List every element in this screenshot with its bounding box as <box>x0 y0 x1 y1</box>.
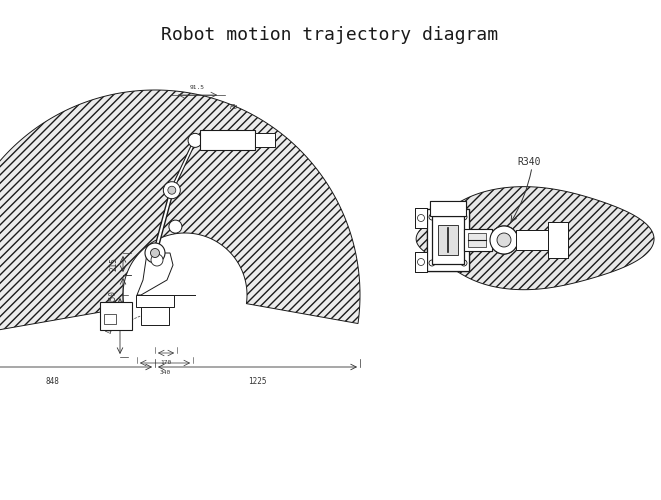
Bar <box>468 233 486 247</box>
Circle shape <box>418 214 424 222</box>
Circle shape <box>168 186 176 194</box>
Bar <box>430 201 466 216</box>
Bar <box>415 208 427 228</box>
Circle shape <box>429 214 435 220</box>
Bar <box>100 302 132 330</box>
Bar <box>432 216 464 264</box>
Polygon shape <box>137 253 173 295</box>
Circle shape <box>169 220 182 233</box>
Circle shape <box>188 134 202 147</box>
Polygon shape <box>416 186 654 290</box>
Circle shape <box>151 254 163 266</box>
Circle shape <box>151 248 159 258</box>
Text: R340: R340 <box>517 157 541 167</box>
Circle shape <box>461 260 467 266</box>
Bar <box>548 222 568 258</box>
Bar <box>516 230 548 250</box>
Circle shape <box>418 214 424 222</box>
Circle shape <box>418 258 424 266</box>
Circle shape <box>163 182 180 198</box>
Text: Pb: Pb <box>230 104 239 110</box>
Bar <box>104 314 116 324</box>
Text: 1225: 1225 <box>249 377 267 386</box>
Polygon shape <box>0 90 360 338</box>
Bar <box>438 225 458 255</box>
Bar <box>430 201 466 216</box>
Text: 91.5: 91.5 <box>190 85 204 90</box>
Circle shape <box>461 214 467 220</box>
Bar <box>438 225 458 255</box>
Bar <box>548 222 568 258</box>
Bar <box>136 295 174 307</box>
Circle shape <box>461 214 467 220</box>
Bar <box>427 209 469 271</box>
Bar <box>141 307 169 325</box>
Text: 848: 848 <box>46 377 59 386</box>
Circle shape <box>145 243 165 263</box>
Bar <box>200 130 255 150</box>
Circle shape <box>490 226 518 254</box>
Bar <box>464 229 492 251</box>
Bar <box>415 252 427 272</box>
Circle shape <box>429 214 435 220</box>
Circle shape <box>490 226 518 254</box>
Circle shape <box>429 260 435 266</box>
Text: 215: 215 <box>109 257 118 271</box>
Bar <box>255 134 275 147</box>
Circle shape <box>497 233 511 247</box>
Text: 170: 170 <box>161 360 172 365</box>
Bar <box>516 230 548 250</box>
Text: 488: 488 <box>106 319 115 333</box>
Bar <box>432 216 464 264</box>
Text: Robot motion trajectory diagram: Robot motion trajectory diagram <box>161 26 498 44</box>
Bar <box>415 208 427 228</box>
Bar <box>468 233 486 247</box>
Text: 450: 450 <box>109 290 118 304</box>
Circle shape <box>497 233 511 247</box>
Circle shape <box>418 258 424 266</box>
Bar <box>415 252 427 272</box>
Text: 340: 340 <box>159 370 171 375</box>
Circle shape <box>461 260 467 266</box>
Bar <box>427 209 469 271</box>
Bar <box>464 229 492 251</box>
Circle shape <box>429 260 435 266</box>
